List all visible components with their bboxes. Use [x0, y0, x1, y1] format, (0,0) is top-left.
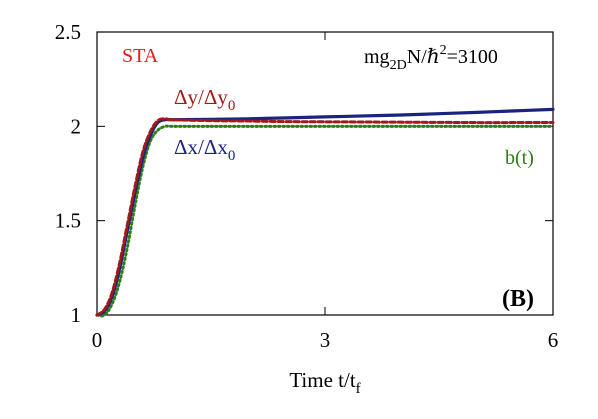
annotation-bt-label: b(t) — [505, 147, 534, 169]
annotation-dx-label: Δx/Δx0 — [174, 135, 235, 164]
x-tick-label: 6 — [548, 328, 559, 352]
x-axis: 0 3 6 — [92, 32, 559, 352]
y-tick-label: 1.5 — [55, 209, 81, 233]
plot-frame — [96, 31, 554, 316]
series-line--y-y0 — [95, 117, 555, 317]
y-tick-label: 1 — [71, 303, 82, 327]
series-layer — [95, 107, 555, 318]
series-line--x-x0 — [95, 107, 555, 317]
series-line-b-t- — [95, 124, 555, 318]
annotation-param: mg2DN/ℏ2=3100 — [364, 43, 498, 73]
x-axis-label-subscript: f — [356, 381, 361, 397]
x-tick-label: 0 — [92, 328, 103, 352]
annotation-sta: STA — [122, 45, 159, 67]
y-tick-label: 2 — [71, 114, 82, 138]
y-axis: 1 1.5 2 2.5 — [55, 20, 553, 327]
y-tick-label: 2.5 — [55, 20, 81, 44]
annotation-dy-label: Δy/Δy0 — [174, 85, 235, 114]
x-axis-label: Time t/tf — [289, 368, 360, 397]
x-tick-label: 3 — [320, 328, 331, 352]
panel-label: (B) — [502, 286, 534, 312]
